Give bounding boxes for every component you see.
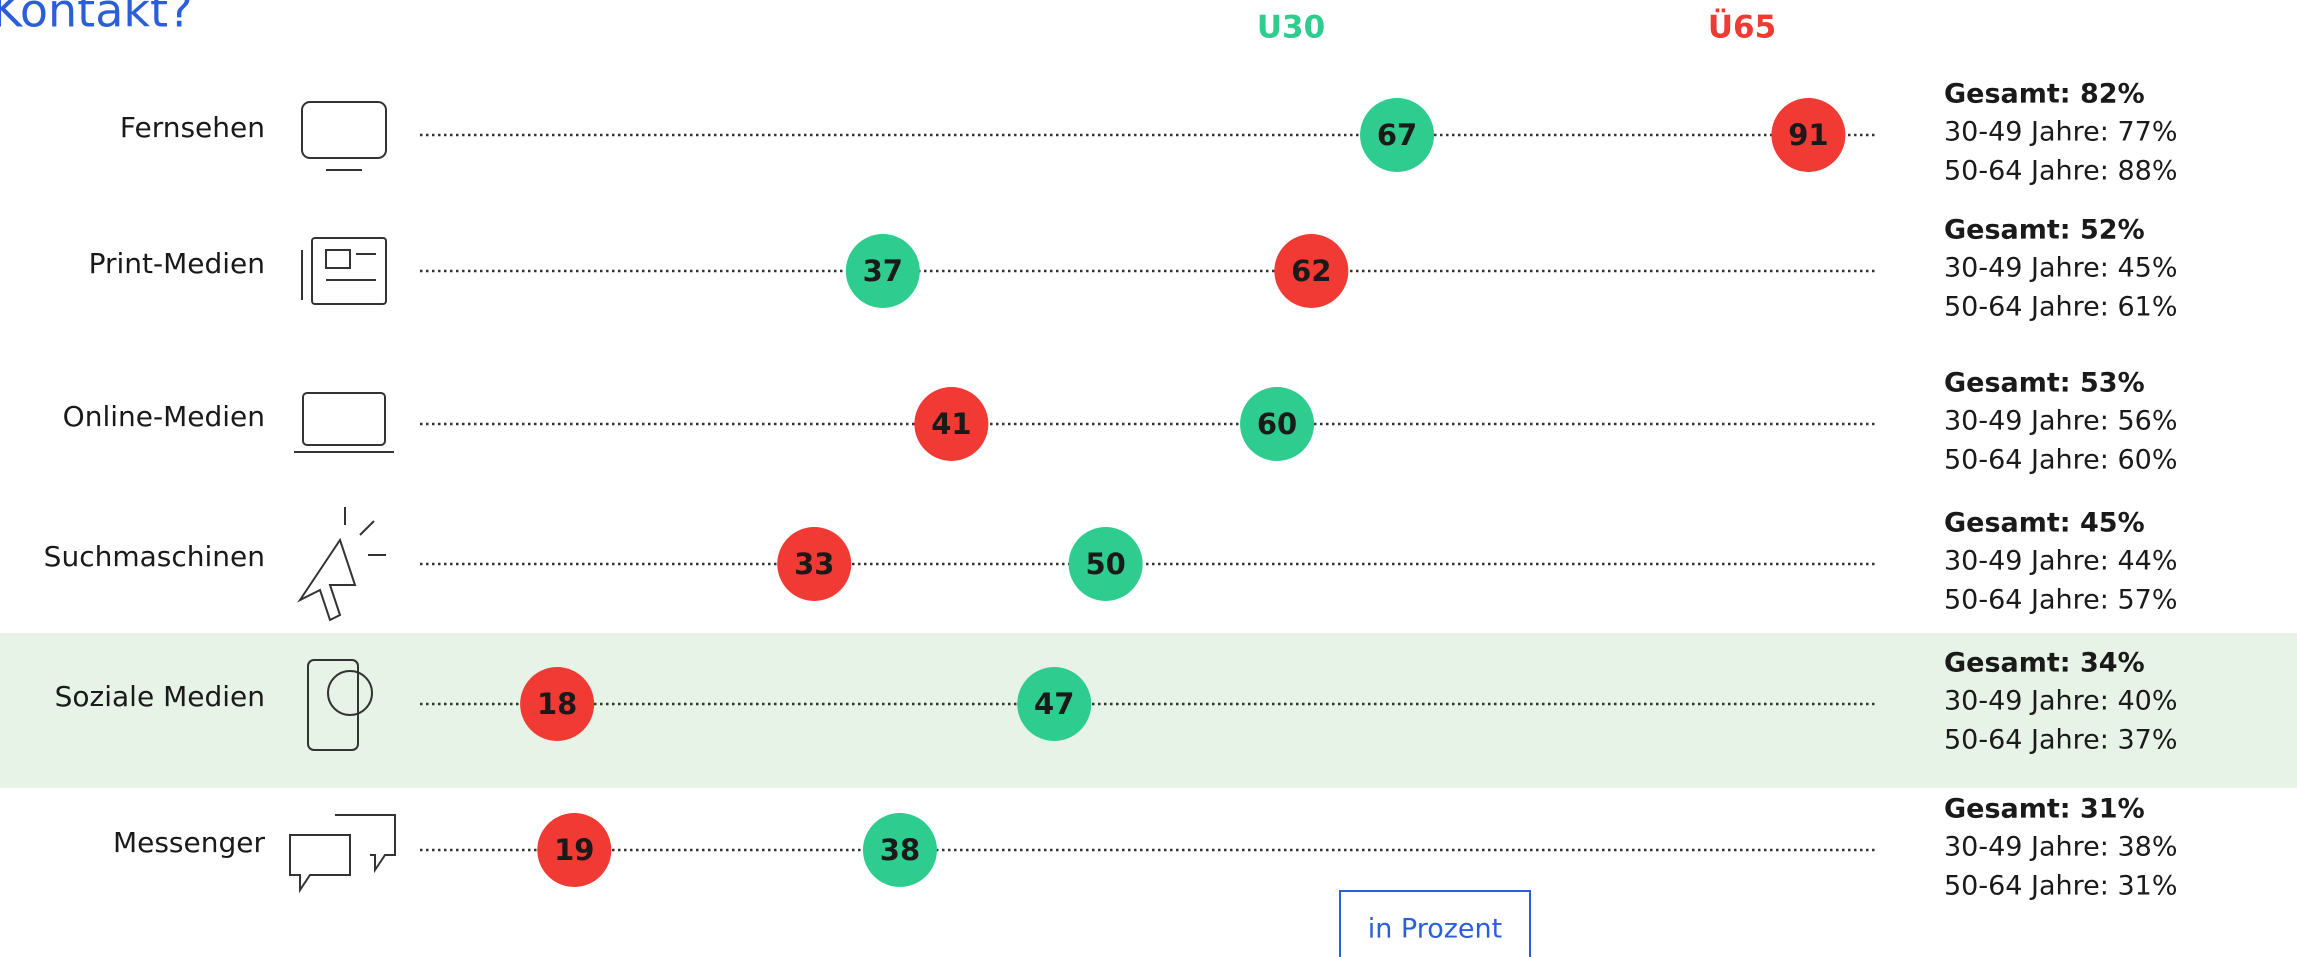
dot bbox=[1360, 98, 1435, 172]
data-label: 38 bbox=[880, 833, 920, 867]
highlight-band bbox=[0, 633, 2297, 788]
dot bbox=[537, 813, 612, 887]
summary-text: Gesamt: 34% bbox=[1944, 648, 2145, 679]
data-label: 33 bbox=[794, 547, 834, 581]
data-label: 62 bbox=[1291, 254, 1331, 288]
social-icon bbox=[307, 659, 359, 751]
dot bbox=[1240, 387, 1315, 461]
summary-text: 30-49 Jahre: 45% bbox=[1944, 253, 2177, 284]
dot bbox=[520, 667, 595, 741]
unit-box bbox=[1339, 890, 1531, 957]
data-label: 37 bbox=[863, 254, 903, 288]
summary-text: 50-64 Jahre: 37% bbox=[1944, 725, 2177, 756]
dot bbox=[862, 813, 937, 887]
data-label: 47 bbox=[1034, 687, 1074, 721]
summary-text: 30-49 Jahre: 44% bbox=[1944, 546, 2177, 577]
category-label: Print-Medien bbox=[89, 247, 265, 280]
summary-text: Gesamt: 45% bbox=[1944, 508, 2145, 539]
tv-icon bbox=[301, 101, 387, 159]
messenger-icon bbox=[289, 814, 396, 894]
data-label: 50 bbox=[1085, 547, 1125, 581]
chart-title: Kontakt? bbox=[0, 0, 193, 38]
data-label: 67 bbox=[1377, 118, 1417, 152]
data-label: 91 bbox=[1788, 118, 1828, 152]
summary-text: 50-64 Jahre: 60% bbox=[1944, 445, 2177, 476]
category-label: Messenger bbox=[113, 826, 266, 859]
summary-text: 30-49 Jahre: 56% bbox=[1944, 406, 2177, 437]
legend-entry: U30 bbox=[1257, 10, 1325, 46]
dot bbox=[1771, 98, 1846, 172]
summary-text: 50-64 Jahre: 61% bbox=[1944, 292, 2177, 323]
summary-text: 30-49 Jahre: 77% bbox=[1944, 117, 2177, 148]
news-icon bbox=[302, 392, 386, 446]
dot bbox=[914, 387, 989, 461]
dot bbox=[845, 234, 920, 308]
summary-text: Gesamt: 82% bbox=[1944, 79, 2145, 110]
dot bbox=[1274, 234, 1349, 308]
search-icon bbox=[297, 507, 386, 622]
data-label: 19 bbox=[554, 833, 594, 867]
summary-text: 50-64 Jahre: 31% bbox=[1944, 871, 2177, 902]
data-label: 18 bbox=[537, 687, 577, 721]
social-icon bbox=[327, 670, 373, 716]
summary-text: 30-49 Jahre: 40% bbox=[1944, 686, 2177, 717]
summary-text: 50-64 Jahre: 57% bbox=[1944, 585, 2177, 616]
unit-note: in Prozent bbox=[1368, 914, 1503, 945]
category-label: Suchmaschinen bbox=[44, 540, 265, 573]
print-icon bbox=[311, 237, 387, 305]
print-icon bbox=[325, 249, 351, 269]
data-label: 41 bbox=[931, 407, 971, 441]
category-label: Online-Medien bbox=[63, 400, 265, 433]
summary-text: Gesamt: 53% bbox=[1944, 368, 2145, 399]
summary-text: 50-64 Jahre: 88% bbox=[1944, 156, 2177, 187]
dot bbox=[777, 527, 852, 601]
summary-text: 30-49 Jahre: 38% bbox=[1944, 832, 2177, 863]
dot bbox=[1068, 527, 1143, 601]
dot bbox=[1017, 667, 1092, 741]
icons bbox=[289, 101, 396, 894]
data-label: 60 bbox=[1257, 407, 1297, 441]
category-label: Soziale Medien bbox=[55, 680, 265, 713]
legend-entry: Ü65 bbox=[1708, 9, 1776, 46]
summary-text: Gesamt: 52% bbox=[1944, 215, 2145, 246]
category-label: Fernsehen bbox=[120, 111, 265, 144]
summary-text: Gesamt: 31% bbox=[1944, 794, 2145, 825]
